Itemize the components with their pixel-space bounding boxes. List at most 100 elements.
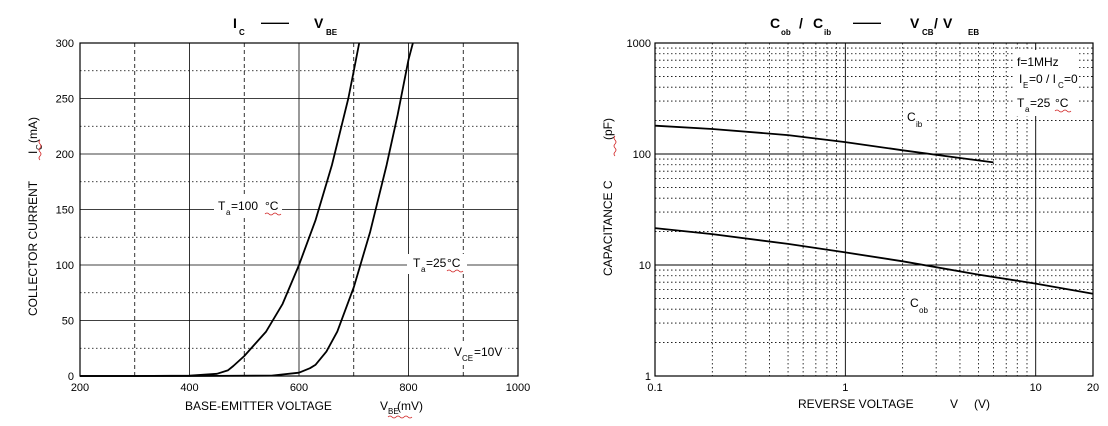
spell-underline <box>1054 109 1072 113</box>
spell-underline <box>613 135 617 157</box>
left-label-bg-25 <box>407 254 467 274</box>
condition-current-ie-sub: E <box>1023 81 1028 90</box>
right-ylabel: CAPACITANCE C <box>601 180 615 276</box>
condition-temp-t: T <box>1017 96 1025 110</box>
right-title-slash2: / <box>934 15 938 31</box>
right-title-cib: C <box>813 15 823 31</box>
curve-cib <box>654 124 994 164</box>
left-title-vbe: V <box>314 15 324 31</box>
left-annotation-sub: CE <box>462 354 473 363</box>
condition-current-ic: =0 / I <box>1029 72 1056 86</box>
right-series-label-cib-sub: ib <box>916 120 923 129</box>
right-x-tick-label: 10 <box>1030 382 1042 394</box>
left-x-tick-label: 800 <box>399 382 417 394</box>
left-label-bg-100 <box>214 197 282 217</box>
left-vce-bg <box>449 342 505 364</box>
spell-underline <box>387 415 413 419</box>
left-ylabel: COLLECTOR CURRENT <box>26 180 40 316</box>
condition-temp-value: =25 <box>1030 96 1051 110</box>
right-series-label-cib: C <box>907 110 916 124</box>
right-x-tick-label: 20 <box>1087 382 1099 394</box>
left-xlabel: BASE-EMITTER VOLTAGE <box>185 399 332 413</box>
spell-underline <box>446 269 464 273</box>
right-x-tick-label: 0.1 <box>647 382 662 394</box>
condition-current-ie: I <box>1019 72 1022 86</box>
left-series-label-25-sub: a <box>421 265 426 274</box>
left-ylabel-symbol-sub: C <box>35 144 44 150</box>
right-xlabel-unit: (V) <box>974 397 990 411</box>
right-ylabel-unit: (pF) <box>601 118 615 140</box>
left-x-tick-label: 1000 <box>506 382 530 394</box>
right-y-tick-label: 100 <box>633 149 651 161</box>
left-plot-frame <box>79 42 519 377</box>
left-title-ic: I <box>233 15 237 31</box>
conditions-bg <box>1013 50 1079 116</box>
left-curves <box>80 42 414 377</box>
left-y-tick-label: 300 <box>56 38 74 50</box>
right-title-dash: —— <box>853 14 881 30</box>
right-title-veb-sub: EB <box>968 28 979 37</box>
right-y-tick-label: 1 <box>645 371 651 383</box>
right-y-tick-label: 10 <box>639 260 651 272</box>
spell-underline <box>38 139 42 161</box>
ic-vbe-chart: I C —— V BE 200 400 600 800 1000 0 50 100 150 20… <box>26 14 530 419</box>
condition-current-zero: =0 <box>1064 72 1078 86</box>
right-xlabel-symbol: V <box>950 397 958 411</box>
right-x-tick-label: 1 <box>842 382 848 394</box>
left-series-label-100-value: =100 <box>231 199 258 213</box>
left-series-label-25-t: T <box>413 256 421 270</box>
condition-temp-sub: a <box>1025 105 1030 114</box>
left-series-label-25-unit: °C <box>447 256 461 270</box>
right-title-cob: C <box>770 15 780 31</box>
right-title-vcb: V <box>910 15 920 31</box>
left-title-vbe-sub: BE <box>326 28 338 37</box>
right-title-slash1: / <box>799 15 803 31</box>
spell-underline <box>264 212 282 216</box>
left-xlabel-symbol: V <box>380 399 388 413</box>
left-grid <box>80 43 518 376</box>
right-series-label-cob-sub: ob <box>919 306 928 315</box>
left-xlabel-symbol-sub: BE <box>388 407 399 416</box>
left-title-ic-sub: C <box>239 28 245 37</box>
left-y-tick-label: 0 <box>68 371 74 383</box>
left-xlabel-unit: (mV) <box>397 399 423 413</box>
left-y-tick-label: 150 <box>56 205 74 217</box>
cob-label-bg <box>907 294 933 318</box>
left-x-tick-label: 600 <box>290 382 308 394</box>
left-series-label-100-unit: °C <box>265 199 279 213</box>
right-title-vcb-sub: CB <box>922 28 934 37</box>
left-series-label-25-value: =25 <box>426 256 447 270</box>
curve-cob <box>654 227 1094 295</box>
right-x-ticks: 0.1 1 10 20 <box>647 382 1099 394</box>
left-x-tick-label: 400 <box>180 382 198 394</box>
capacitance-chart: C ob / C ib —— V CB / V EB 0.1 1 10 20 1101… <box>601 14 1099 411</box>
left-y-tick-label: 50 <box>62 316 74 328</box>
condition-frequency: f=1MHz <box>1017 55 1059 69</box>
left-annotation-value: =10V <box>474 345 502 359</box>
right-title-veb: V <box>943 15 953 31</box>
condition-temp-unit: °C <box>1055 96 1069 110</box>
left-ylabel-unit: (mA) <box>26 117 40 143</box>
left-annotation-v: V <box>454 345 462 359</box>
condition-current-ic-sub: C <box>1058 81 1064 90</box>
left-y-ticks: 0 50 100 150 200 250 300 <box>56 38 74 383</box>
left-y-tick-label: 250 <box>56 94 74 106</box>
left-title-dash: —— <box>261 14 289 30</box>
right-series-label-cob: C <box>910 296 919 310</box>
left-series-label-100-t: T <box>218 199 226 213</box>
right-title-cob-sub: ob <box>781 28 791 37</box>
left-y-tick-label: 200 <box>56 149 74 161</box>
right-curves <box>654 124 1094 295</box>
right-y-tick-label: 1000 <box>627 38 651 50</box>
right-y-ticks: 1 10 100 1000 <box>627 38 651 383</box>
left-ylabel-symbol: I <box>26 151 40 154</box>
left-x-tick-label: 200 <box>71 382 89 394</box>
left-x-ticks: 200 400 600 800 1000 <box>71 382 530 394</box>
curve-ta-25 <box>80 42 414 377</box>
right-plot-frame <box>654 42 1094 377</box>
left-series-label-100-sub: a <box>226 208 231 217</box>
cib-label-bg <box>903 107 927 131</box>
right-xlabel: REVERSE VOLTAGE <box>798 397 914 411</box>
right-title-cib-sub: ib <box>824 28 831 37</box>
